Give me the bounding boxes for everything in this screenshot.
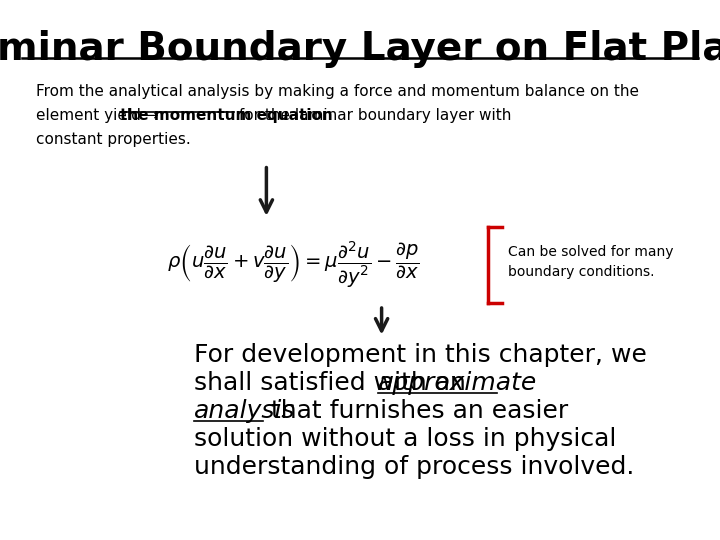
- Text: element yield →: element yield →: [36, 108, 163, 123]
- Text: solution without a loss in physical: solution without a loss in physical: [194, 427, 617, 451]
- Text: that furnishes an easier: that furnishes an easier: [263, 399, 568, 423]
- Text: understanding of process involved.: understanding of process involved.: [194, 455, 635, 479]
- Text: Laminar Boundary Layer on Flat Plate: Laminar Boundary Layer on Flat Plate: [0, 30, 720, 68]
- Text: constant properties.: constant properties.: [36, 132, 191, 147]
- Text: Can be solved for many
boundary conditions.: Can be solved for many boundary conditio…: [508, 245, 673, 279]
- Text: for the laminar boundary layer with: for the laminar boundary layer with: [234, 108, 511, 123]
- Text: $\rho \left( u \dfrac{\partial u}{\partial x} + v \dfrac{\partial u}{\partial y}: $\rho \left( u \dfrac{\partial u}{\parti…: [167, 239, 420, 290]
- Text: the momentum equation: the momentum equation: [120, 108, 333, 123]
- Text: For development in this chapter, we: For development in this chapter, we: [194, 343, 647, 367]
- Text: From the analytical analysis by making a force and momentum balance on the: From the analytical analysis by making a…: [36, 84, 639, 99]
- Text: approximate: approximate: [378, 371, 537, 395]
- Text: shall satisfied with an: shall satisfied with an: [194, 371, 474, 395]
- Text: analysis: analysis: [194, 399, 296, 423]
